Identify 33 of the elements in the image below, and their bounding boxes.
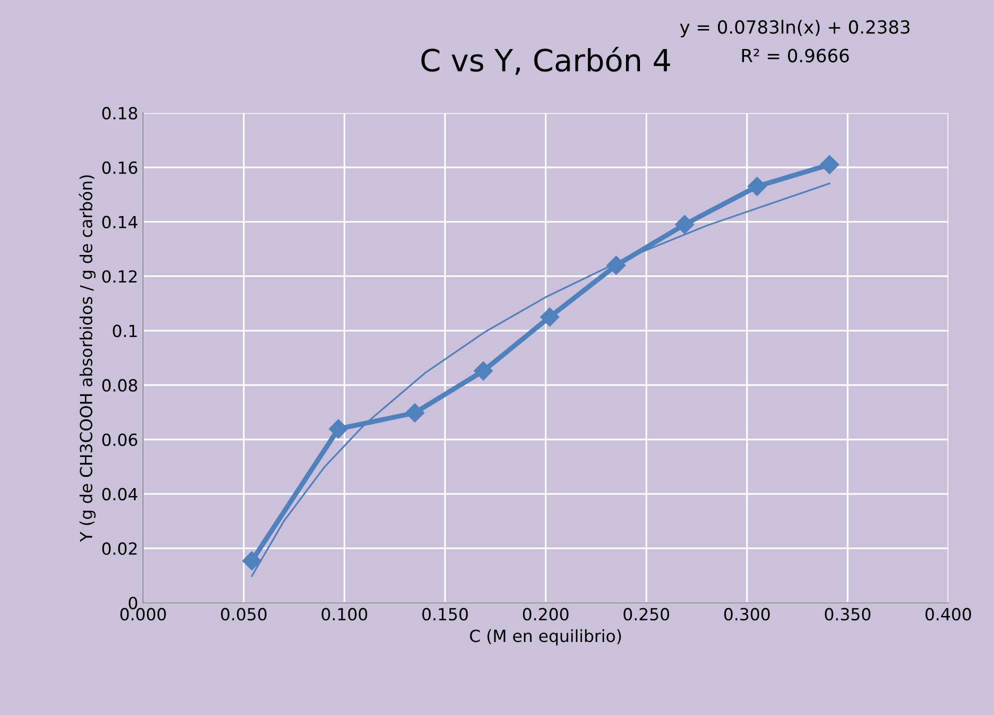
- y-tick-label: 0.18: [102, 106, 138, 120]
- x-tick-label: 0.300: [724, 608, 770, 621]
- point: [748, 176, 767, 196]
- point: [474, 361, 493, 380]
- chart-title: C vs Y, Carbón 4: [421, 46, 670, 75]
- y-tick-label: 0.02: [102, 542, 137, 555]
- point: [606, 256, 626, 275]
- y-tick-label: 0.14: [102, 216, 138, 228]
- x-tick-label: 0.150: [422, 608, 468, 621]
- point: [405, 403, 424, 422]
- x-tick-label: 0.050: [221, 608, 267, 621]
- x-tick-label: 0.000: [120, 608, 166, 621]
- point: [675, 214, 694, 234]
- point: [328, 419, 348, 438]
- y-tick-label: 0.1: [112, 324, 137, 338]
- x-tick-label: 0.250: [624, 608, 670, 621]
- x-tick-label: 0.400: [926, 608, 972, 621]
- y-tick-label: 0.08: [102, 379, 138, 392]
- x-tick-label: 0.100: [322, 608, 368, 621]
- y-tick-label: 0: [128, 596, 138, 610]
- y-tick-label: 0.04: [102, 488, 138, 500]
- point: [540, 308, 560, 327]
- y-tick-label: 0.06: [102, 433, 138, 446]
- x-axis-title: C (M en equilibrio): [470, 629, 621, 646]
- y-tick-label: 0.12: [102, 270, 137, 283]
- x-tick-label: 0.200: [522, 608, 568, 621]
- text: R² = 0.9666: [742, 48, 849, 62]
- point: [242, 551, 262, 570]
- point: [820, 155, 840, 174]
- y-axis-title: Y (g de CH3COOH absorbidos / g de carbón): [78, 175, 96, 542]
- x-tick-label: 0.350: [824, 608, 870, 621]
- text: y = 0.0783ln(x) + 0.2383: [680, 20, 910, 38]
- y-tick-label: 0.16: [102, 161, 138, 174]
